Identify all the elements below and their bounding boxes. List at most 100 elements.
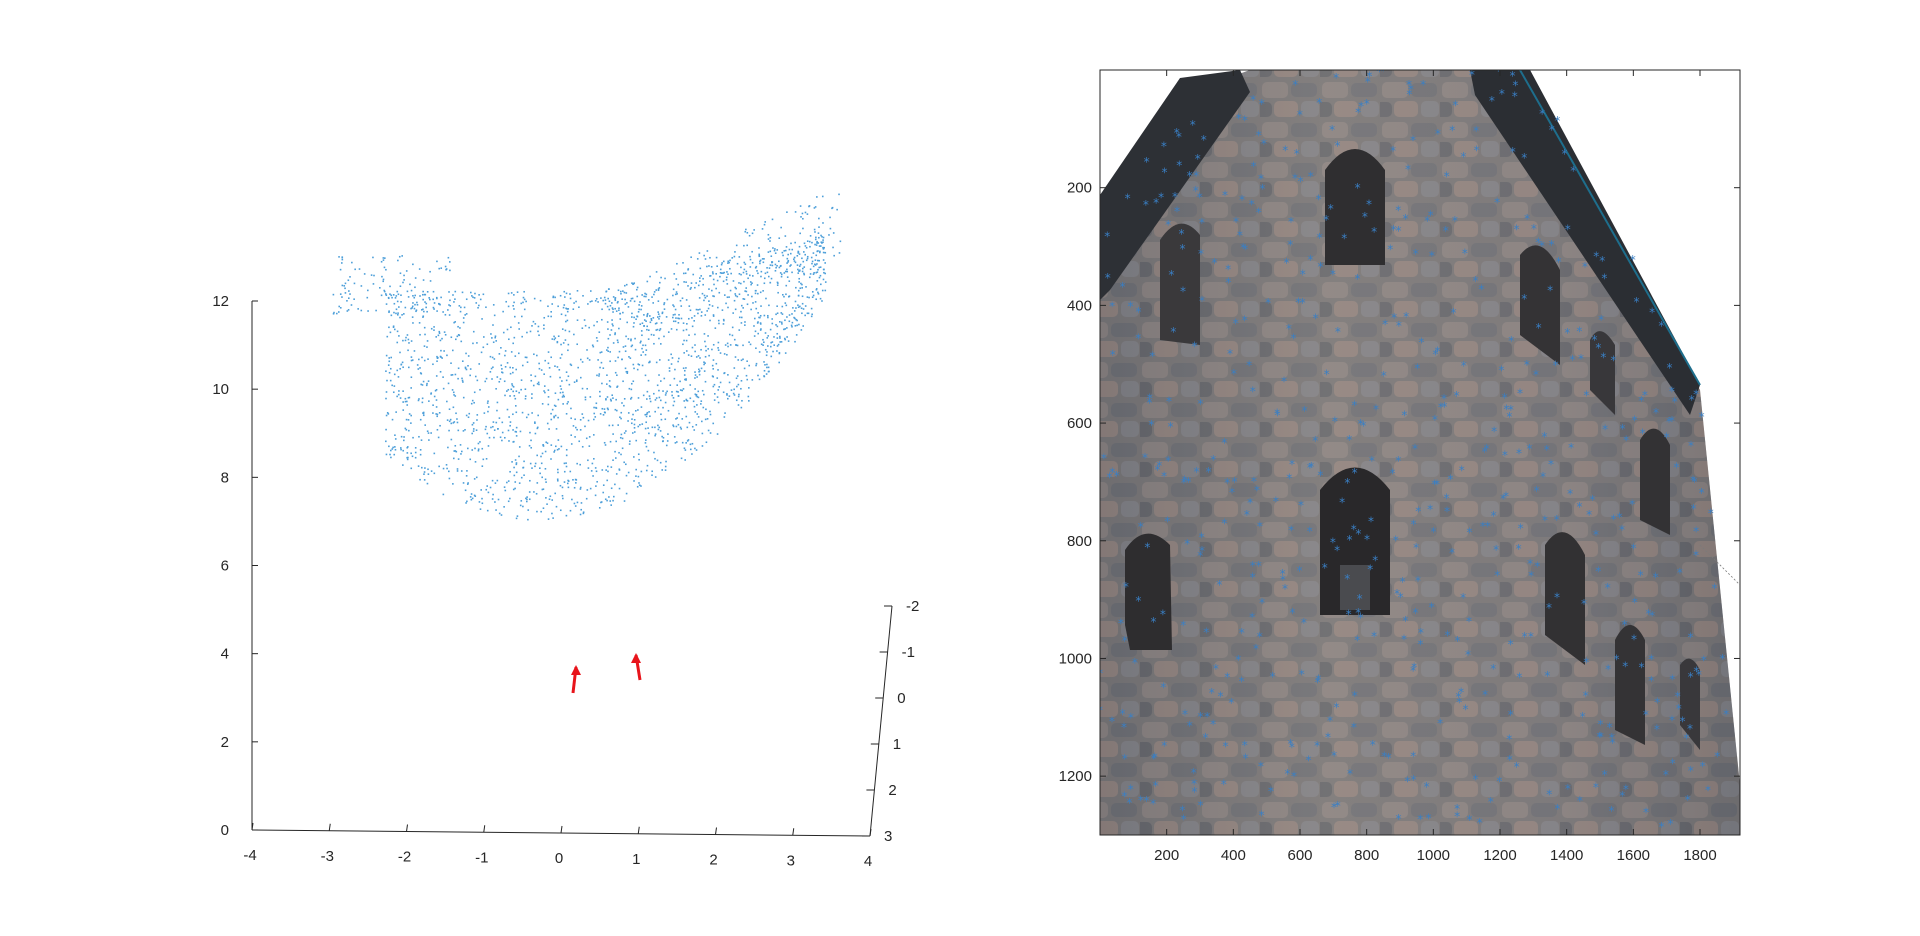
cloud-point [446, 401, 448, 403]
cloud-point [779, 321, 781, 323]
cloud-point [702, 390, 704, 392]
feature-point: * [1506, 733, 1512, 747]
cloud-point [522, 467, 524, 469]
feature-point: * [1516, 671, 1522, 685]
feature-point: * [1580, 710, 1586, 724]
feature-point: * [1544, 669, 1550, 683]
feature-point: * [1258, 760, 1264, 774]
feature-point: * [1167, 420, 1173, 434]
cloud-point [458, 458, 460, 460]
feature-point: * [1107, 470, 1113, 484]
cloud-point [529, 480, 531, 482]
cloud-point [790, 253, 792, 255]
cloud-point [612, 500, 614, 502]
cloud-point [680, 389, 682, 391]
cloud-point [706, 310, 708, 312]
feature-point: * [1298, 499, 1304, 513]
cloud-point [738, 394, 740, 396]
cloud-point [654, 291, 656, 293]
cloud-point [550, 495, 552, 497]
cloud-point [635, 410, 637, 412]
cloud-point [525, 498, 527, 500]
cloud-point [755, 330, 757, 332]
cloud-point [617, 339, 619, 341]
cloud-point [745, 229, 747, 231]
feature-point: * [1643, 805, 1649, 819]
cloud-point [694, 315, 696, 317]
cloud-point [428, 297, 430, 299]
cloud-point [622, 438, 624, 440]
cloud-point [617, 302, 619, 304]
feature-point: * [1216, 578, 1222, 592]
cloud-point [617, 424, 619, 426]
feature-point: * [1288, 215, 1294, 229]
cloud-point [448, 383, 450, 385]
cloud-point [741, 322, 743, 324]
feature-point: * [1472, 772, 1478, 786]
cloud-point [645, 442, 647, 444]
cloud-point [500, 378, 502, 380]
cloud-point [815, 255, 817, 257]
feature-point: * [1153, 779, 1159, 793]
cloud-point [466, 501, 468, 503]
image-x-tick-label: 200 [1154, 847, 1179, 864]
cloud-point [607, 396, 609, 398]
cloud-point [423, 412, 425, 414]
cloud-point [726, 283, 728, 285]
cloud-point [775, 264, 777, 266]
cloud-point [628, 306, 630, 308]
cloud-point [442, 311, 444, 313]
cloud-point [692, 326, 694, 328]
cloud-point [645, 421, 647, 423]
cloud-point [345, 292, 347, 294]
cloud-point [714, 393, 716, 395]
cloud-point [519, 482, 521, 484]
feature-point: * [1452, 214, 1458, 228]
feature-point: * [1118, 616, 1124, 630]
cloud-point [566, 466, 568, 468]
feature-point: * [1723, 707, 1729, 721]
cloud-point [764, 364, 766, 366]
cloud-point [427, 483, 429, 485]
cloud-point [824, 290, 826, 292]
feature-point: * [1191, 766, 1197, 780]
cloud-point [648, 329, 650, 331]
cloud-point [805, 305, 807, 307]
cloud-point [766, 373, 768, 375]
cloud-point [625, 368, 627, 370]
cloud-point [500, 436, 502, 438]
cloud-point [663, 437, 665, 439]
feature-point: * [1312, 434, 1318, 448]
cloud-point [403, 436, 405, 438]
cloud-point [817, 250, 819, 252]
cloud-point [614, 484, 616, 486]
feature-point: * [1346, 433, 1352, 447]
cloud-point [596, 298, 598, 300]
cloud-point [427, 430, 429, 432]
cloud-point [626, 493, 628, 495]
cloud-point [657, 316, 659, 318]
cloud-point [495, 335, 497, 337]
cloud-point [522, 302, 524, 304]
cloud-point [727, 260, 729, 262]
cloud-point [414, 304, 416, 306]
cloud-point [747, 294, 749, 296]
cloud-point [723, 373, 725, 375]
cloud-point [412, 302, 414, 304]
cloud-point [667, 299, 669, 301]
cloud-point [486, 433, 488, 435]
cloud-point [653, 393, 655, 395]
cloud-point [589, 359, 591, 361]
cloud-point [769, 240, 771, 242]
cloud-point [631, 345, 633, 347]
cloud-point [456, 418, 458, 420]
cloud-point [639, 424, 641, 426]
cloud-point [530, 380, 532, 382]
cloud-point [769, 251, 771, 253]
cloud-point [558, 335, 560, 337]
cloud-point [682, 262, 684, 264]
cloud-point [752, 379, 754, 381]
cloud-point [662, 440, 664, 442]
cloud-point [460, 444, 462, 446]
cloud-point [492, 366, 494, 368]
